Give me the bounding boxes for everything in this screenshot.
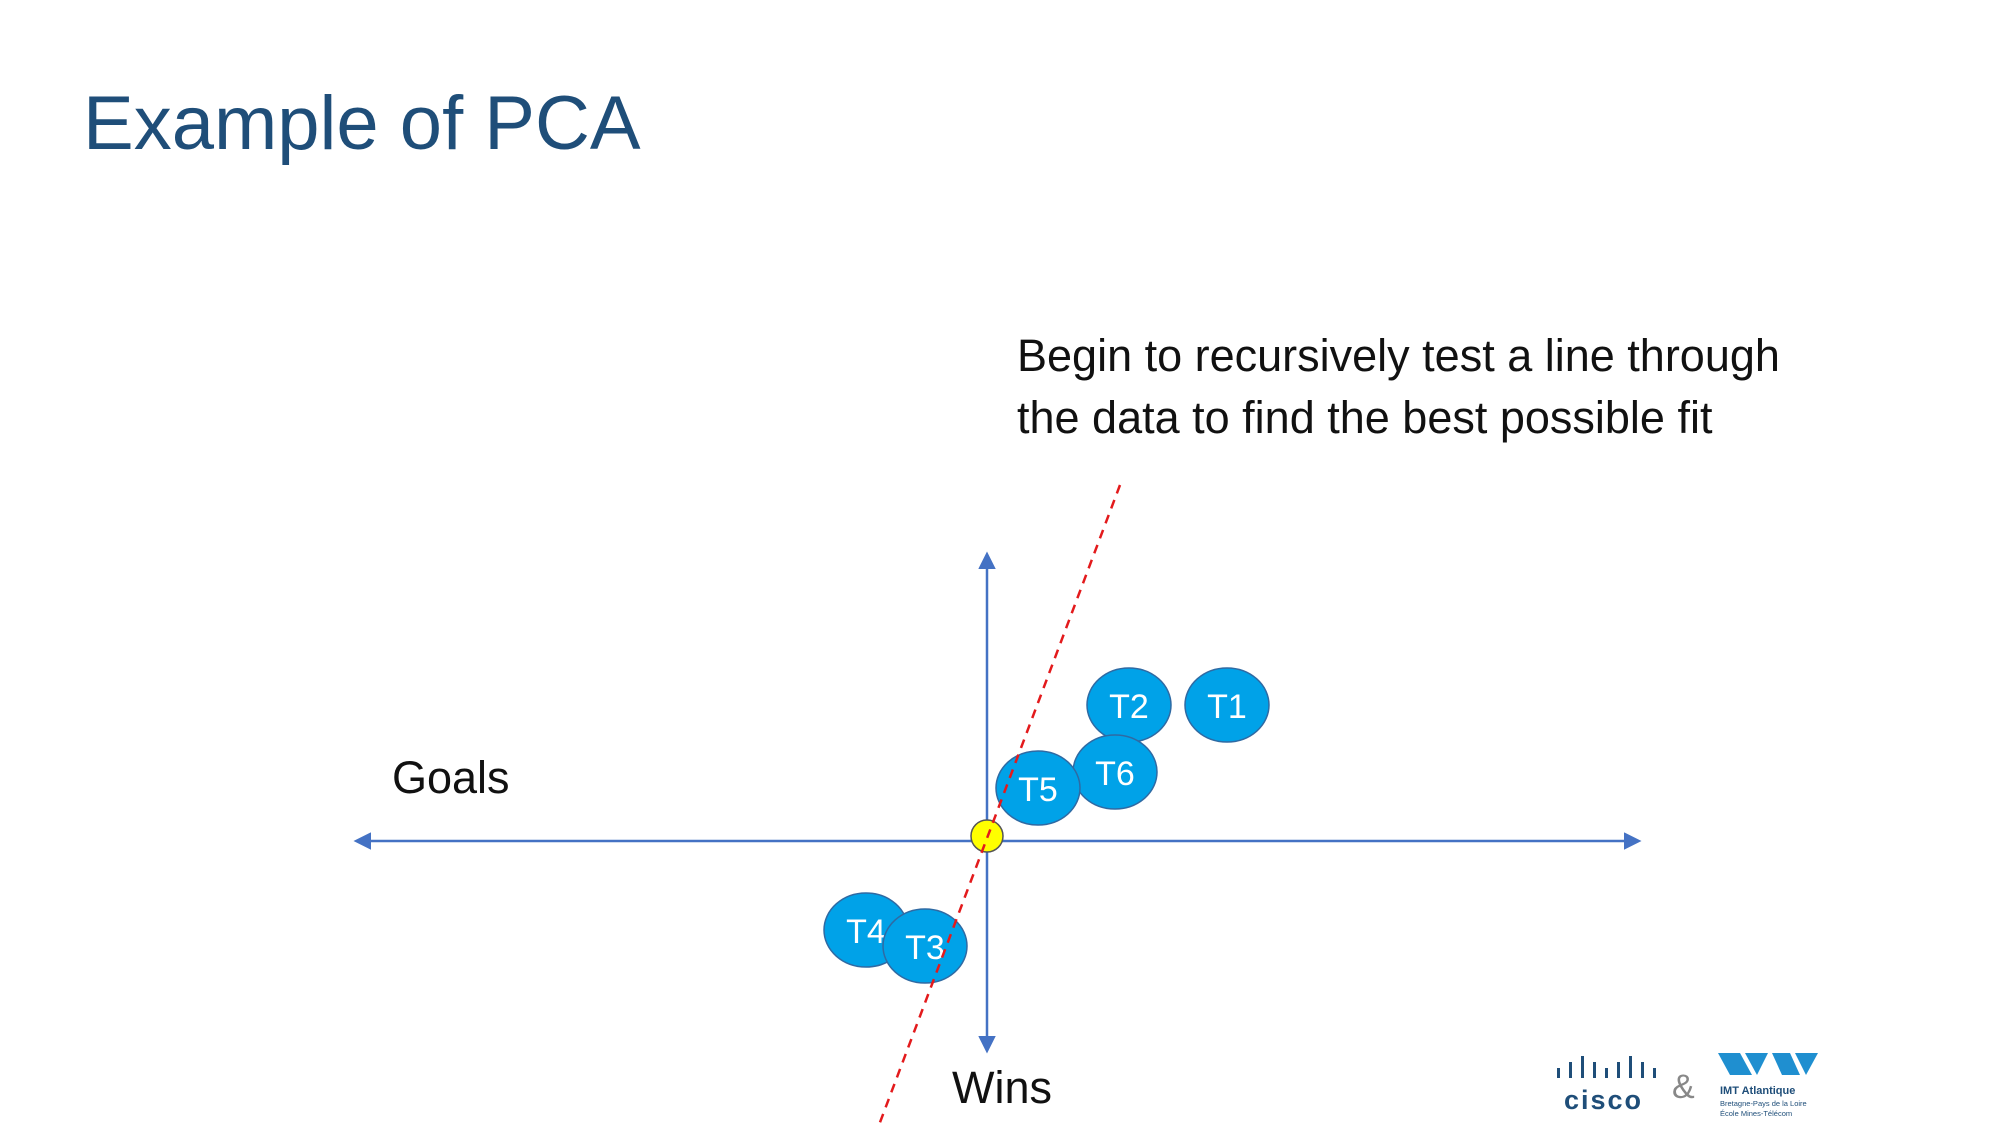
slide-title: Example of PCA <box>83 81 641 166</box>
caption-line-2: the data to find the best possible fit <box>1017 392 1713 443</box>
node-t1-label: T1 <box>1207 688 1247 726</box>
node-t4-label: T4 <box>846 913 886 951</box>
imt-atlantique-logo-icon <box>1718 1053 1818 1075</box>
node-t2-label: T2 <box>1109 688 1149 726</box>
wins-axis-label: Wins <box>952 1062 1052 1113</box>
ampersand: & <box>1672 1068 1695 1106</box>
node-t3: T3 <box>882 908 968 984</box>
imt-subline-1: Bretagne-Pays de la Loire <box>1720 1099 1807 1108</box>
node-t6-label: T6 <box>1095 755 1135 793</box>
cisco-wordmark: cisco <box>1564 1085 1644 1115</box>
node-t5: T5 <box>995 750 1081 826</box>
caption-line-1: Begin to recursively test a line through <box>1017 330 1780 381</box>
node-t6: T6 <box>1072 734 1158 810</box>
node-t3-label: T3 <box>905 929 945 967</box>
fit-line <box>877 484 1122 1125</box>
goals-axis-label: Goals <box>392 752 510 803</box>
imt-subline-2: École Mines-Télécom <box>1720 1109 1793 1118</box>
imt-atlantique-name: IMT Atlantique <box>1720 1085 1796 1097</box>
cisco-logo-icon <box>1557 1056 1656 1078</box>
node-t2: T2 <box>1086 667 1172 743</box>
node-t5-label: T5 <box>1018 771 1058 809</box>
node-t1: T1 <box>1184 667 1270 743</box>
caption: Begin to recursively test a line through… <box>1017 325 1780 449</box>
